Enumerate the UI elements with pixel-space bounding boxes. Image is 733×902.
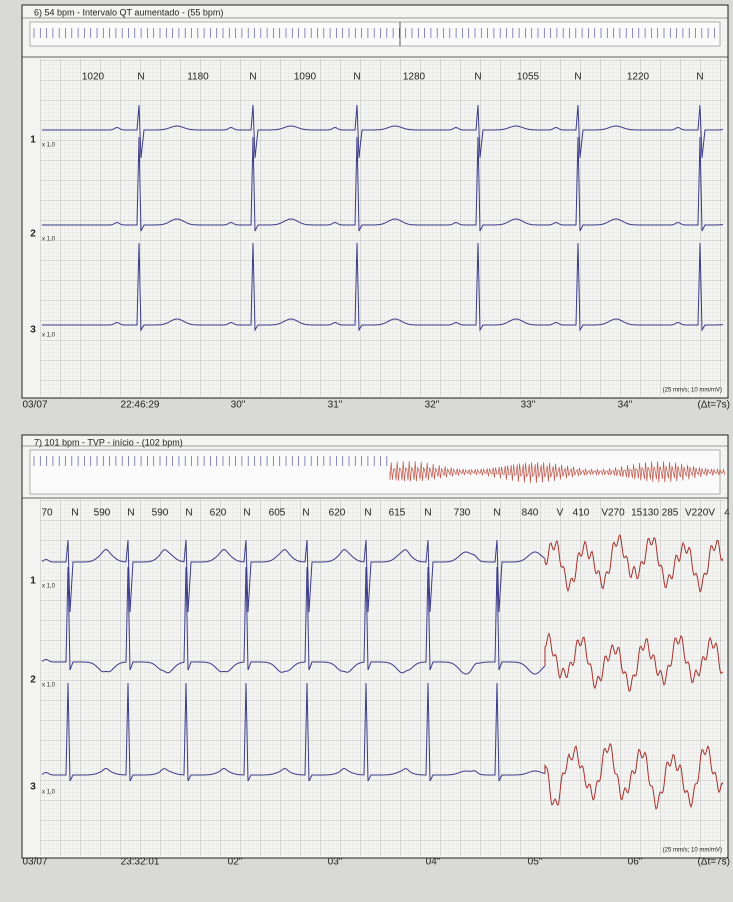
lead-label: 1 [30,576,36,587]
time-label: (Δt=7s) [697,400,730,411]
time-label: 23:32:01 [121,857,160,868]
ecg-grid [40,500,725,856]
interval-label: N [574,72,581,83]
ecg-trace [41,566,546,675]
rhythm-vt [389,461,726,483]
interval-label: N [493,508,500,519]
interval-label: 615 [389,508,406,519]
interval-label: 620 [210,508,227,519]
ecg-panel: 6) 54 bpm - Intervalo QT aumentado - (55… [21,4,730,411]
interval-label: N [696,72,703,83]
interval-label: 1055 [517,72,540,83]
time-label: 03" [328,857,343,868]
interval-label: 605 [269,508,286,519]
time-label: 30" [231,400,246,411]
lead-label: 2 [30,229,36,240]
rhythm-ticks [33,456,388,466]
interval-label: N [185,508,192,519]
time-label: 02" [228,857,243,868]
time-label: 03/07 [22,857,47,868]
rhythm-strip [29,21,721,47]
ecg-grid [40,59,725,396]
rhythm-strip [29,449,721,495]
interval-label: N [302,508,309,519]
ecg-trace [42,136,724,232]
lead-gain: x 1,0 [42,790,56,796]
ecg-trace-vt [544,533,724,593]
time-label: 31" [328,400,343,411]
lead-gain: x 1,0 [42,333,56,339]
lead-label: 2 [30,675,36,686]
ecg-trace [42,242,724,332]
interval-label: 410 [573,508,590,519]
interval-label: 1280 [403,72,426,83]
interval-label: 4 [724,508,730,519]
time-label: 05" [528,857,543,868]
interval-label: V220V [685,508,715,519]
interval-label: 1020 [82,72,105,83]
ecg-trace [42,104,723,159]
lead-label: 3 [30,782,36,793]
interval-label: N [249,72,256,83]
interval-label: N [424,508,431,519]
interval-label: 1220 [627,72,650,83]
ecg-panel: 7) 101 bpm - TVP - início - (102 bpm) 70 N… [21,434,730,868]
interval-label: 1090 [294,72,317,83]
time-label: 33" [521,400,536,411]
interval-label: 70 [41,508,53,519]
time-label: 22:46:29 [121,400,160,411]
interval-label: 285 [662,508,679,519]
lead-label: 3 [30,325,36,336]
interval-label: N [243,508,250,519]
lead-gain: x 1,0 [42,683,56,689]
interval-label: N [137,72,144,83]
interval-label: V [557,508,564,519]
ecg-trace-vt [544,632,724,692]
ecg-trace [41,682,546,782]
time-label: 06" [628,857,643,868]
interval-label: 840 [522,508,539,519]
lead-gain: x 1,0 [42,143,56,149]
lead-gain: x 1,0 [42,237,56,243]
interval-label: N [353,72,360,83]
interval-label: 730 [454,508,471,519]
rhythm-ticks [33,28,715,38]
time-label: 04" [426,857,441,868]
scale-note: (25 mm/s; 10 mm/mV) [663,388,722,394]
time-label: 34" [618,400,633,411]
interval-label: 1180 [187,72,209,83]
panel-title: 6) 54 bpm - Intervalo QT aumentado - (55… [34,7,223,17]
lead-gain: x 1,0 [42,584,56,590]
interval-label: N [127,508,134,519]
interval-label: 590 [152,508,169,519]
interval-label: N [364,508,371,519]
interval-label: 620 [329,508,346,519]
time-label: (Δt=7s) [697,857,730,868]
lead-label: 1 [30,135,36,146]
ecg-trace [41,539,546,613]
interval-label: N [474,72,481,83]
interval-label: 590 [94,508,111,519]
panel-title: 7) 101 bpm - TVP - início - (102 bpm) [34,437,183,447]
scale-note: (25 mm/s; 10 mm/mV) [663,848,722,854]
interval-label: N [71,508,78,519]
interval-label: 15130 [631,508,659,519]
time-label: 32" [425,400,440,411]
ecg-trace-vt [544,742,724,810]
interval-label: V270 [601,508,625,519]
time-label: 03/07 [22,400,47,411]
